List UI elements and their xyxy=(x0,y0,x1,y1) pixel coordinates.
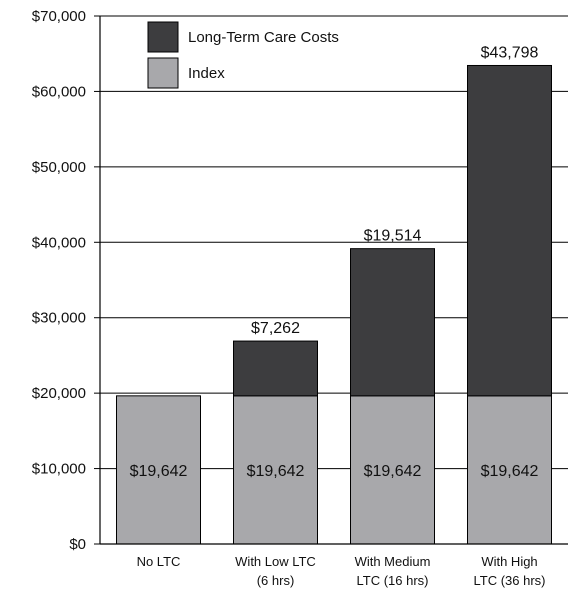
category-label: With Medium LTC (16 hrs) xyxy=(355,554,431,588)
bar-index xyxy=(233,395,318,545)
legend-swatch xyxy=(147,57,179,89)
legend: Long-Term Care Costs Index xyxy=(147,21,339,89)
data-label-index: $19,642 xyxy=(481,463,539,480)
data-label-index: $19,642 xyxy=(130,463,188,480)
y-tick-label: $60,000 xyxy=(32,83,86,100)
data-label-index: $19,642 xyxy=(247,463,305,480)
data-label-long-term-care: $7,262 xyxy=(251,320,300,337)
data-label-index: $19,642 xyxy=(364,463,422,480)
gridlines xyxy=(100,15,568,470)
y-tick-label: $10,000 xyxy=(32,461,86,478)
data-label-long-term-care: $43,798 xyxy=(481,44,539,61)
category-label: No LTC xyxy=(137,554,181,569)
data-labels: $19,642 $19,642 $7,262 $19,642 $19,514 $19,64… xyxy=(130,44,539,479)
category-label: With High LTC (36 hrs) xyxy=(474,554,546,588)
y-tick-label: $20,000 xyxy=(32,385,86,402)
bar-long-term-care xyxy=(350,248,435,397)
bar-long-term-care xyxy=(467,64,552,397)
category-label: With Low LTC (6 hrs) xyxy=(235,554,316,588)
data-label-long-term-care: $19,514 xyxy=(364,228,422,245)
legend-swatch xyxy=(147,21,179,53)
legend-label: Index xyxy=(188,65,225,82)
y-axis-tick-labels: $0 $10,000 $20,000 $30,000 $40,000 $50,000 $60… xyxy=(32,8,86,553)
bars xyxy=(116,64,552,545)
y-tick-label: $0 xyxy=(69,536,86,553)
y-tick-label: $30,000 xyxy=(32,310,86,327)
bar-index xyxy=(350,395,435,545)
axes xyxy=(94,15,568,545)
legend-label: Long-Term Care Costs xyxy=(188,29,339,46)
bar-index xyxy=(467,395,552,545)
bar-long-term-care xyxy=(233,340,318,397)
y-tick-label: $70,000 xyxy=(32,8,86,25)
y-tick-label: $40,000 xyxy=(32,234,86,251)
y-tick-label: $50,000 xyxy=(32,159,86,176)
x-axis-category-labels: No LTC With Low LTC (6 hrs) With Medium LTC … xyxy=(137,554,546,588)
